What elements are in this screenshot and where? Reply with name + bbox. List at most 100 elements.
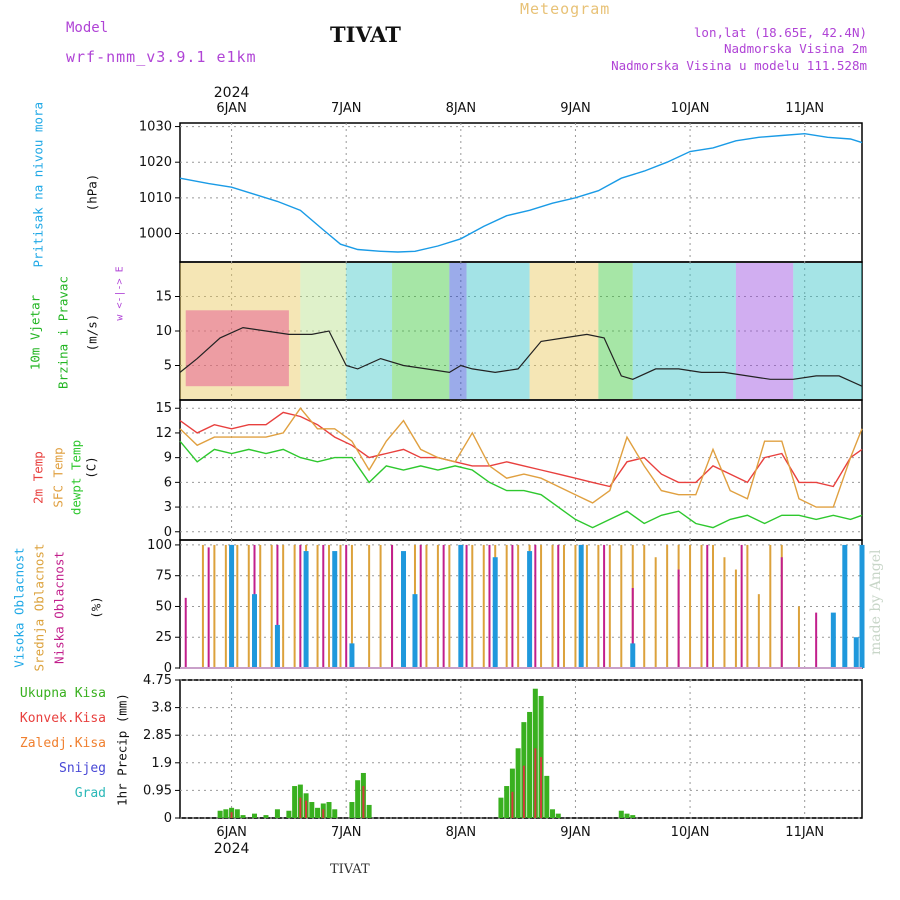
wind-strong-band bbox=[185, 310, 289, 387]
cloud-bar bbox=[252, 594, 258, 668]
legend-grad: Grad bbox=[74, 786, 106, 801]
cloud-bar bbox=[505, 544, 508, 668]
cloud-bar bbox=[643, 544, 646, 668]
bottom-date-label: 8JAN bbox=[446, 825, 477, 840]
precip-total-bar bbox=[223, 809, 229, 818]
cloud-bar bbox=[562, 544, 565, 668]
wind-speed-line bbox=[179, 326, 863, 387]
cloud-bar bbox=[368, 544, 371, 668]
cloud-bar bbox=[540, 544, 543, 668]
temp-tick-label: 6 bbox=[164, 475, 172, 490]
pressure-tick-label: 1020 bbox=[139, 155, 172, 170]
station-title: TIVAT bbox=[330, 22, 401, 47]
cloud-bar bbox=[458, 544, 464, 668]
wind-barb-band bbox=[735, 263, 794, 399]
cloud-bar bbox=[517, 544, 520, 668]
cloud-bar bbox=[631, 588, 634, 668]
cloud-bar bbox=[236, 544, 239, 668]
cloud-tick-label: 100 bbox=[147, 538, 172, 553]
bottom-date-label: 11JAN bbox=[785, 825, 824, 840]
panel-frame-r bbox=[179, 679, 863, 819]
precip-tick-label: 0 bbox=[164, 811, 172, 826]
cloud-bar bbox=[557, 544, 560, 668]
cloud-bar bbox=[322, 544, 325, 668]
pressure-line bbox=[179, 132, 863, 253]
cloud-bar bbox=[723, 557, 726, 668]
precip-tick-label: 2.85 bbox=[143, 728, 172, 743]
precip-total-bar bbox=[240, 815, 246, 818]
cloud-bar bbox=[332, 551, 338, 668]
cloud-bar bbox=[689, 544, 692, 668]
cloud-bar bbox=[654, 557, 657, 668]
cloud-bar bbox=[853, 637, 859, 668]
precip-total-bar bbox=[349, 802, 355, 818]
cloud-bar bbox=[700, 544, 703, 668]
footer-station: TIVAT bbox=[330, 862, 370, 877]
cloud-bar bbox=[842, 544, 848, 668]
cloud-bar bbox=[201, 544, 204, 668]
precip-total-bar bbox=[544, 775, 550, 818]
cloud-bar bbox=[293, 544, 296, 668]
cloud-bar bbox=[229, 544, 235, 668]
cloud-bar bbox=[401, 551, 407, 668]
precip-total-bar bbox=[217, 810, 223, 818]
cloud-bar bbox=[276, 544, 279, 668]
wind-barb-band bbox=[793, 263, 862, 399]
temp-tick-label: 0 bbox=[164, 525, 172, 540]
wind-barb-band bbox=[449, 263, 467, 399]
top-date-label: 10JAN bbox=[671, 101, 710, 116]
precip-total-bar bbox=[355, 780, 361, 818]
precip-total-bar bbox=[332, 809, 338, 818]
precip-tick-label: 3.8 bbox=[151, 701, 172, 716]
legend-snijeg: Snijeg bbox=[59, 761, 106, 776]
bottom-date-label: 7JAN bbox=[331, 825, 362, 840]
cloud-bar bbox=[350, 544, 353, 668]
precip-tick-label: 1.9 bbox=[151, 756, 172, 771]
cloud-bar bbox=[213, 544, 216, 668]
temp-tick-label: 12 bbox=[155, 426, 172, 441]
precip-total-bar bbox=[550, 809, 556, 818]
precip-total-bar bbox=[527, 711, 533, 818]
cloud-bar bbox=[711, 544, 714, 668]
cloud-bar bbox=[551, 544, 554, 668]
cloud-bar bbox=[379, 544, 382, 668]
cloud-bar bbox=[830, 612, 836, 668]
precip-total-bar bbox=[274, 809, 280, 818]
pressure-tick-label: 1030 bbox=[139, 120, 172, 135]
wind-tick-label: 15 bbox=[155, 290, 172, 305]
precip-conv-bar bbox=[305, 800, 308, 818]
precip-tick-label: 4.75 bbox=[143, 673, 172, 688]
cloud-bar bbox=[585, 544, 588, 668]
cloud-bar bbox=[746, 544, 749, 668]
cloud-bar bbox=[184, 597, 187, 668]
top-date-label: 8JAN bbox=[446, 101, 477, 116]
temp-tick-label: 3 bbox=[164, 500, 172, 515]
precip-total-bar bbox=[263, 815, 269, 818]
cloud-bar bbox=[597, 544, 600, 668]
precip-total-bar bbox=[286, 810, 292, 818]
cloud-bar bbox=[797, 606, 800, 668]
cloud-bar bbox=[391, 544, 394, 668]
top-date-label: 6JAN bbox=[216, 101, 247, 116]
legend-ukupna-kisa: Ukupna Kisa bbox=[19, 686, 106, 701]
precip-total-bar bbox=[515, 748, 521, 818]
wind-tick-label: 5 bbox=[164, 359, 172, 374]
cloud-bar bbox=[345, 544, 348, 668]
precip-conv-bar bbox=[362, 786, 365, 818]
legend-zaledj-kisa: Zaledj.Kisa bbox=[19, 736, 106, 751]
top-date-label: 7JAN bbox=[331, 101, 362, 116]
cloud-bar bbox=[757, 594, 760, 668]
cloud-bar bbox=[620, 544, 623, 668]
precip-total-bar bbox=[326, 802, 332, 818]
cloud-bar bbox=[349, 643, 355, 668]
cloud-bar bbox=[471, 544, 474, 668]
cloud-bar bbox=[740, 544, 743, 668]
elevation-info: Nadmorska Visina 2m bbox=[724, 41, 867, 56]
cloud-bar bbox=[448, 544, 451, 668]
cloud-tick-label: 0 bbox=[164, 661, 172, 676]
cloud-bar bbox=[442, 544, 445, 668]
cloud-bar bbox=[274, 624, 280, 668]
precip-conv-bar bbox=[230, 812, 233, 818]
wind-barb-band bbox=[598, 263, 633, 399]
panel-frame-p bbox=[179, 122, 863, 263]
